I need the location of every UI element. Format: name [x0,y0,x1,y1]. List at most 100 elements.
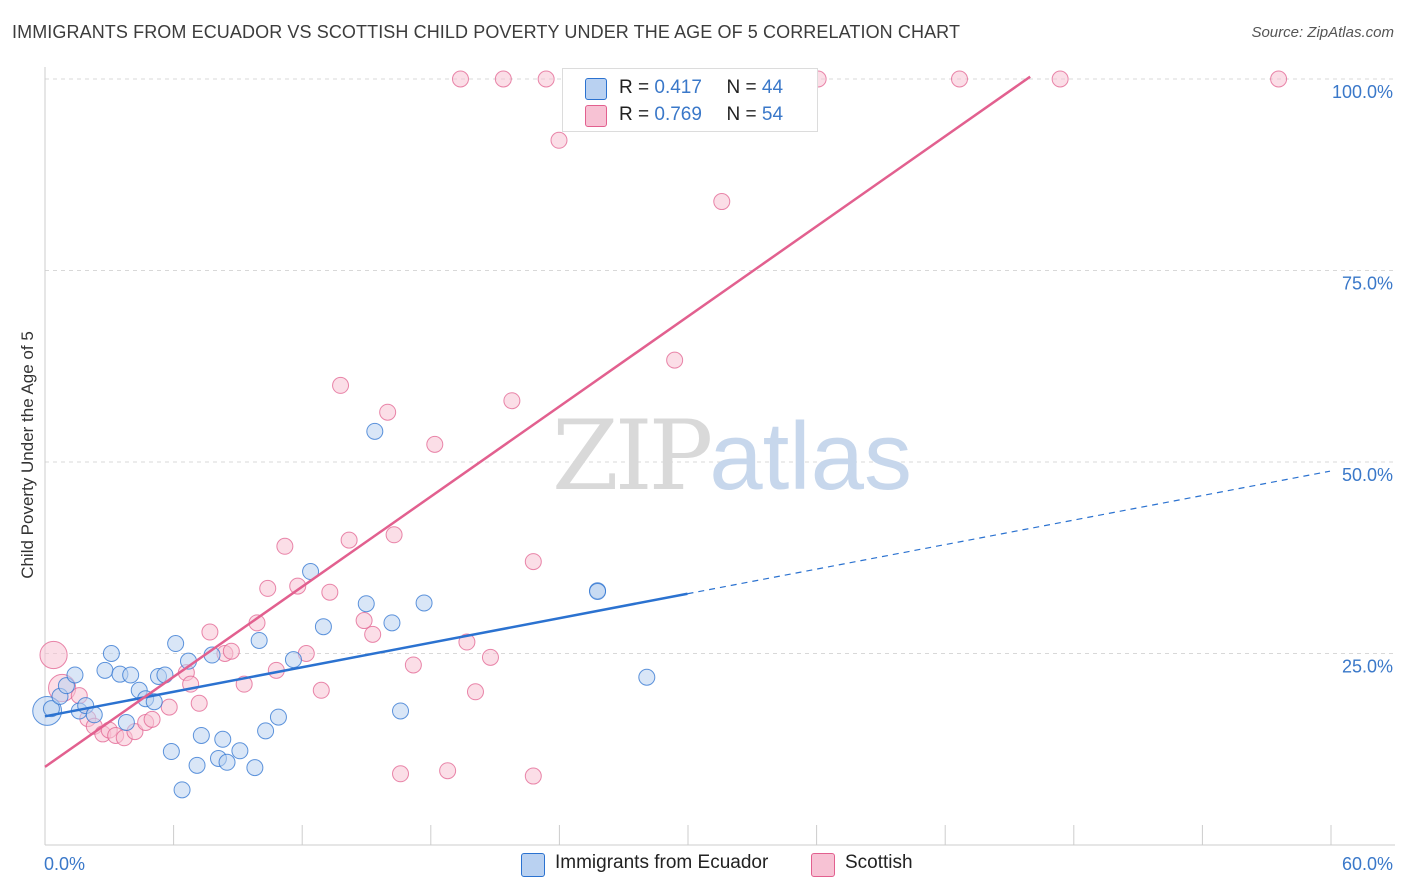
scottish-point [392,765,410,783]
gridlines [45,78,1395,654]
scottish-point [222,642,240,660]
legend-r-label: R = [619,104,650,125]
scottish-point [466,683,484,701]
y-tick-label: 100.0% [1332,82,1393,102]
scottish-point [503,392,521,410]
scottish-point [355,612,373,630]
watermark: ZIPatlas [552,400,912,512]
scottish-point [713,193,731,211]
scottish-point [321,583,339,601]
scottish-point [950,70,968,88]
scottish-point [39,640,68,670]
ecuador-point [42,700,60,718]
ecuador-point [589,582,607,600]
scottish-point [143,710,161,728]
tick-labels: 25.0% 50.0% 75.0% 100.0% 0.0% 60.0% [44,82,1393,874]
scottish-point [201,623,219,641]
y-tick-label: 50.0% [1342,465,1393,485]
scottish-point [190,694,208,712]
scottish-point [1051,70,1069,88]
scottish-point [439,762,457,780]
ecuador-point [214,730,232,748]
ecuador-point [246,759,264,777]
ecuador-point [162,743,180,761]
ecuador-point [250,631,268,649]
scottish-point [332,376,350,394]
scottish-point [494,70,512,88]
legend-n-label: N = [726,77,757,98]
bottom-legend-label: Immigrants from Ecuador [555,852,769,873]
scottish-point [458,633,476,651]
ecuador-point [269,708,287,726]
ecuador-point [117,713,135,731]
scottish-point [481,648,499,666]
bottom-legend-label: Scottish [845,852,913,873]
ecuador-point [638,668,656,686]
scottish-point [340,531,358,549]
scottish-point [364,625,382,643]
ecuador-point [66,666,84,684]
ecuador-point [415,594,433,612]
scottish-point [1270,70,1288,88]
x-tick-label: 0.0% [44,854,85,874]
ecuador-points [32,422,656,799]
legend-n-value: 44 [761,77,784,98]
ecuador-point [392,702,410,720]
scottish-point [524,553,542,571]
scottish-point [451,70,469,88]
scottish-point [524,767,542,785]
correlation-legend: R = 0.417 N = 44 R = 0.769 N = 54 [562,68,818,132]
ecuador-point [102,645,120,662]
ecuador-point [192,726,210,744]
legend-swatch-pink [585,105,607,127]
bottom-legend-swatch-pink [811,853,835,877]
ecuador-point [156,666,174,684]
ecuador-point [383,614,401,632]
watermark-zip: ZIP [552,400,713,512]
ecuador-point [145,693,163,711]
scottish-point [385,526,403,544]
trend-lines [44,75,1331,768]
y-axis-label: Child Poverty Under the Age of 5 [18,331,37,579]
scottish-point [379,403,397,421]
y-tick-label: 75.0% [1342,274,1393,294]
scottish-point [404,656,422,674]
ecuador-point [218,753,236,771]
ecuador-point [188,756,206,774]
ecuador-point [173,781,191,799]
scottish-point [550,131,568,149]
ecuador-point [167,635,185,653]
legend-r-value: 0.769 [654,104,702,125]
scottish-trend-line [44,75,1031,768]
scottish-point [259,579,277,597]
scottish-point [426,435,444,453]
scottish-point [276,537,294,555]
scottish-point [160,698,178,716]
watermark-atlas: atlas [709,403,912,510]
ecuador-point [357,595,375,613]
ecuador-trend-line [44,592,688,718]
ecuador-point [366,422,384,440]
legend-text: R = 0.769 N = 54 [619,104,783,126]
bottom-legend-swatch-blue [521,853,545,877]
chart-title: IMMIGRANTS FROM ECUADOR VS SCOTTISH CHIL… [12,22,961,42]
scottish-point [666,351,684,369]
legend-n-value: 54 [761,104,784,125]
scottish-points [39,70,1288,785]
ecuador-point [314,618,332,636]
ecuador-point [257,722,275,740]
legend-n-label: N = [726,104,757,125]
ecuador-point [96,661,114,679]
source-credit: Source: ZipAtlas.com [1251,24,1394,41]
ecuador-point [231,742,249,760]
y-tick-label: 25.0% [1342,657,1393,677]
x-tick-label: 60.0% [1342,854,1393,874]
legend-text: R = 0.417 N = 44 [619,77,783,99]
scottish-point [537,70,555,88]
scottish-point [312,681,330,699]
legend-swatch-blue [585,78,607,100]
ecuador-point [284,651,302,669]
legend-r-label: R = [619,77,650,98]
legend-r-value: 0.417 [654,77,702,98]
